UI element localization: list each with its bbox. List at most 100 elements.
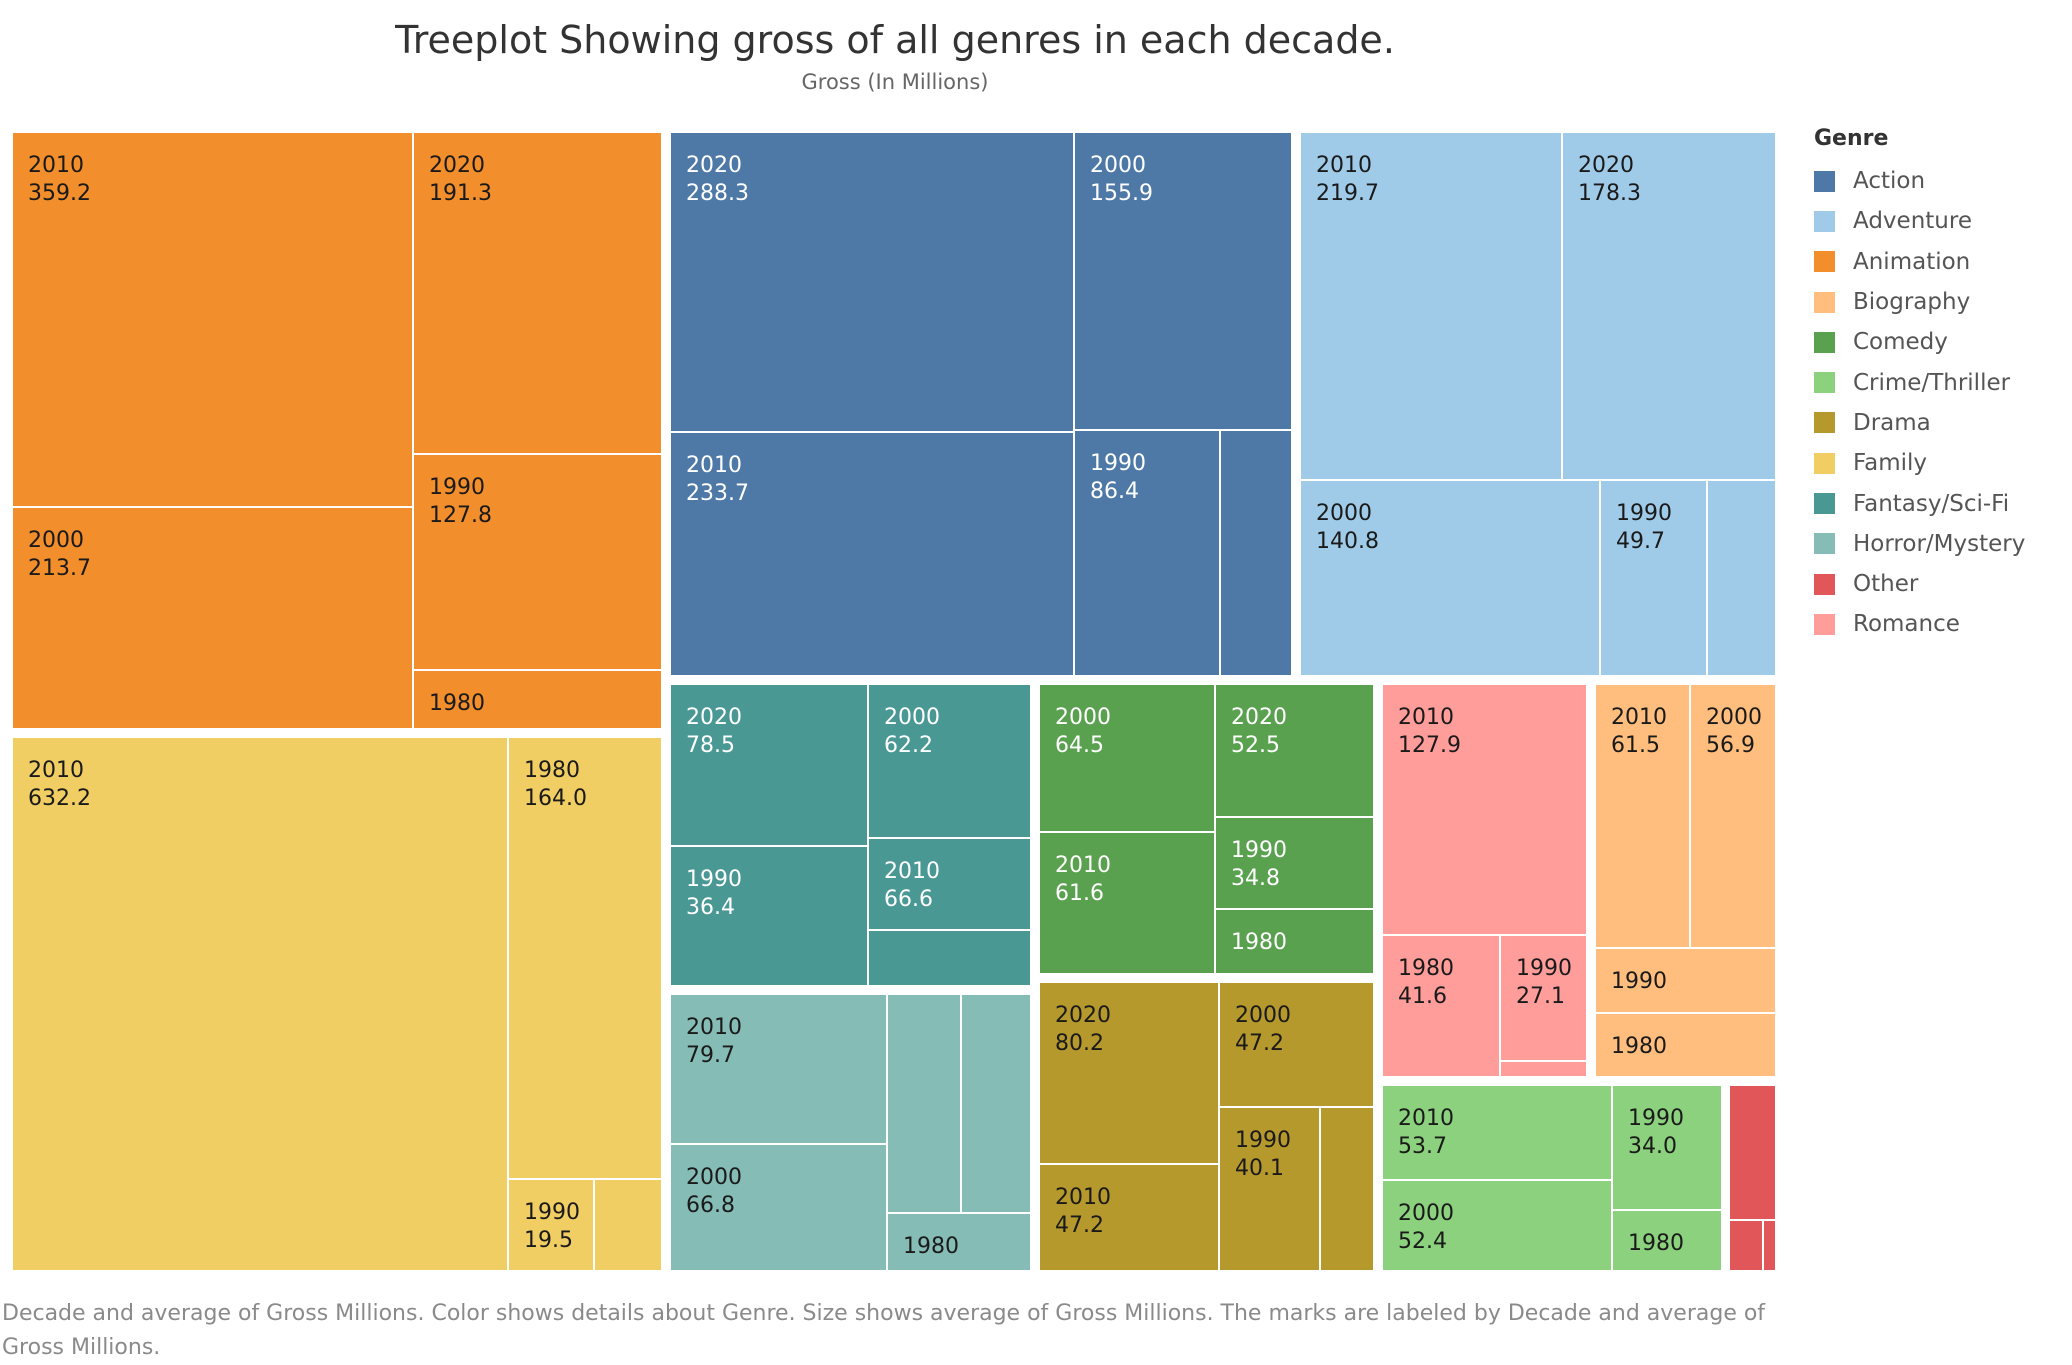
treemap-cell-biography-1980[interactable] [1594,1012,1777,1078]
legend-item-family[interactable]: Family [1814,443,2064,483]
treemap-cell-animation-1990[interactable] [412,453,663,671]
treemap-cell-biography-1990[interactable] [1594,947,1777,1014]
treemap-chart: 2010 359.2 2020 191.3 2000 213.7 1990 127.8 1980… [11,131,1777,1272]
treemap-cell-crime-thriller-1980[interactable] [1611,1209,1723,1272]
treemap-cell-fantasy-sci-fi-2000[interactable] [867,683,1032,839]
cell-decade-label: 1990 [1628,1106,1684,1131]
cell-value-label: 155.9 [1090,181,1153,206]
treemap-cell-family-2010[interactable] [11,736,509,1272]
treemap-cell-fantasy-sci-fi-unlabeled-4[interactable] [867,929,1032,987]
cell-decade-label: 2000 [1235,1003,1291,1028]
genre-group-drama: 2020 80.2 2000 47.2 2010 47.2 1990 40.1 [1038,981,1375,1272]
treemap-cell-biography-2000[interactable] [1689,683,1777,949]
legend-label: Adventure [1853,208,1972,235]
legend-label: Romance [1853,611,1960,638]
treemap-cell-adventure-2020[interactable] [1561,131,1777,481]
cell-value-label: 78.5 [686,733,735,758]
treemap-cell-horror-mystery-unlabeled-3[interactable] [960,993,1032,1214]
cell-decade-label: 1980 [903,1234,959,1259]
treemap-cell-animation-2010[interactable] [11,131,414,508]
treemap-cell-crime-thriller-2010[interactable] [1381,1084,1613,1181]
treemap-cell-drama-2010[interactable] [1038,1163,1220,1272]
cell-decade-label: 2000 [1706,705,1762,730]
cell-decade-label: 2020 [686,705,742,730]
cell-decade-label: 2010 [686,1015,742,1040]
legend-item-crime-thriller[interactable]: Crime/Thriller [1814,362,2064,402]
legend-label: Biography [1853,289,1971,316]
cell-value-label: 56.9 [1706,733,1755,758]
cell-decade-label: 2020 [429,153,485,178]
legend-item-adventure[interactable]: Adventure [1814,201,2064,241]
legend-label: Crime/Thriller [1853,369,2011,396]
treemap-cell-family-1990[interactable] [507,1178,595,1272]
treemap-cell-drama-2000[interactable] [1218,981,1375,1108]
cell-decade-label: 2000 [686,1165,742,1190]
treemap-cell-other-unlabeled-0[interactable] [1728,1084,1777,1221]
treemap-cell-action-1990[interactable] [1073,429,1221,677]
cell-decade-label: 2010 [28,758,84,783]
treemap-cell-family-unlabeled-3[interactable] [593,1178,663,1272]
legend-item-horror-mystery[interactable]: Horror/Mystery [1814,524,2064,564]
treemap-cell-adventure-2010[interactable] [1299,131,1563,481]
treemap-cell-comedy-2000[interactable] [1038,683,1216,833]
cell-decade-label: 1990 [1090,451,1146,476]
cell-decade-label: 1990 [686,867,742,892]
legend-item-comedy[interactable]: Comedy [1814,322,2064,362]
treemap-cell-adventure-unlabeled-4[interactable] [1706,479,1777,677]
legend-item-fantasy-sci-fi[interactable]: Fantasy/Sci-Fi [1814,483,2064,523]
legend-item-animation[interactable]: Animation [1814,242,2064,282]
treemap-cell-drama-2020[interactable] [1038,981,1220,1165]
cell-decade-label: 1980 [1611,1034,1667,1059]
treemap-cell-other-unlabeled-2[interactable] [1762,1219,1777,1272]
treemap-cell-comedy-2010[interactable] [1038,831,1216,975]
treemap-cell-adventure-1990[interactable] [1599,479,1708,677]
treemap-cell-comedy-1990[interactable] [1214,816,1375,910]
genre-group-action: 2020 288.3 2000 155.9 2010 233.7 1990 86.4 [669,131,1293,677]
chart-caption: Decade and average of Gross Millions. Co… [2,1301,1766,1360]
treemap-cell-biography-2010[interactable] [1594,683,1691,949]
legend-item-other[interactable]: Other [1814,564,2064,604]
treemap-cell-crime-thriller-2000[interactable] [1381,1179,1613,1272]
cell-value-label: 47.2 [1055,1213,1104,1238]
genre-group-family: 2010 632.2 1980 164.0 1990 19.5 [11,736,663,1272]
legend-label: Family [1853,450,1928,477]
treemap-cell-family-1980[interactable] [507,736,663,1180]
treemap-cell-romance-1980[interactable] [1381,934,1501,1078]
legend-item-action[interactable]: Action [1814,161,2064,201]
treemap-cell-fantasy-sci-fi-1990[interactable] [669,845,869,987]
treemap-cell-animation-2020[interactable] [412,131,663,455]
cell-value-label: 80.2 [1055,1031,1104,1056]
cell-decade-label: 1990 [524,1200,580,1225]
treemap-cell-drama-1990[interactable] [1218,1106,1321,1272]
cell-value-label: 61.5 [1611,733,1660,758]
treemap-cell-action-2020[interactable] [669,131,1075,433]
cell-decade-label: 2000 [28,528,84,553]
treemap-cell-comedy-2020[interactable] [1214,683,1375,818]
cell-decade-label: 2010 [884,859,940,884]
treemap-cell-action-unlabeled-4[interactable] [1219,429,1293,677]
legend-item-biography[interactable]: Biography [1814,282,2064,322]
treemap-cell-horror-mystery-2010[interactable] [669,993,888,1145]
genre-group-comedy: 2000 64.5 2020 52.5 2010 61.6 1990 34.8 1980 [1038,683,1375,975]
treemap-cell-other-unlabeled-1[interactable] [1728,1219,1764,1272]
treemap-cell-crime-thriller-1990[interactable] [1611,1084,1723,1211]
treemap-cell-horror-mystery-1980[interactable] [886,1212,1032,1272]
treemap-cell-action-2000[interactable] [1073,131,1293,431]
treemap-cell-fantasy-sci-fi-2010[interactable] [867,837,1032,931]
treemap-cell-horror-mystery-unlabeled-2[interactable] [886,993,962,1214]
treemap-cell-comedy-1980[interactable] [1214,908,1375,975]
treemap-cell-action-2010[interactable] [669,431,1075,677]
treemap-cell-adventure-2000[interactable] [1299,479,1601,677]
treemap-cell-animation-1980[interactable] [412,669,663,730]
legend-swatch [1814,533,1835,555]
cell-value-label: 36.4 [686,895,735,920]
legend-items: Action Adventure Animation Biography Comedy C… [1814,161,2064,645]
legend-item-drama[interactable]: Drama [1814,403,2064,443]
treemap-cell-drama-unlabeled-4[interactable] [1319,1106,1375,1272]
treemap-cell-romance-1990[interactable] [1499,934,1588,1062]
cell-decade-label: 1980 [1628,1231,1684,1256]
treemap-cell-animation-2000[interactable] [11,506,414,730]
treemap-cell-romance-unlabeled-3[interactable] [1499,1060,1588,1078]
legend-item-romance[interactable]: Romance [1814,604,2064,644]
legend-swatch [1814,613,1835,635]
